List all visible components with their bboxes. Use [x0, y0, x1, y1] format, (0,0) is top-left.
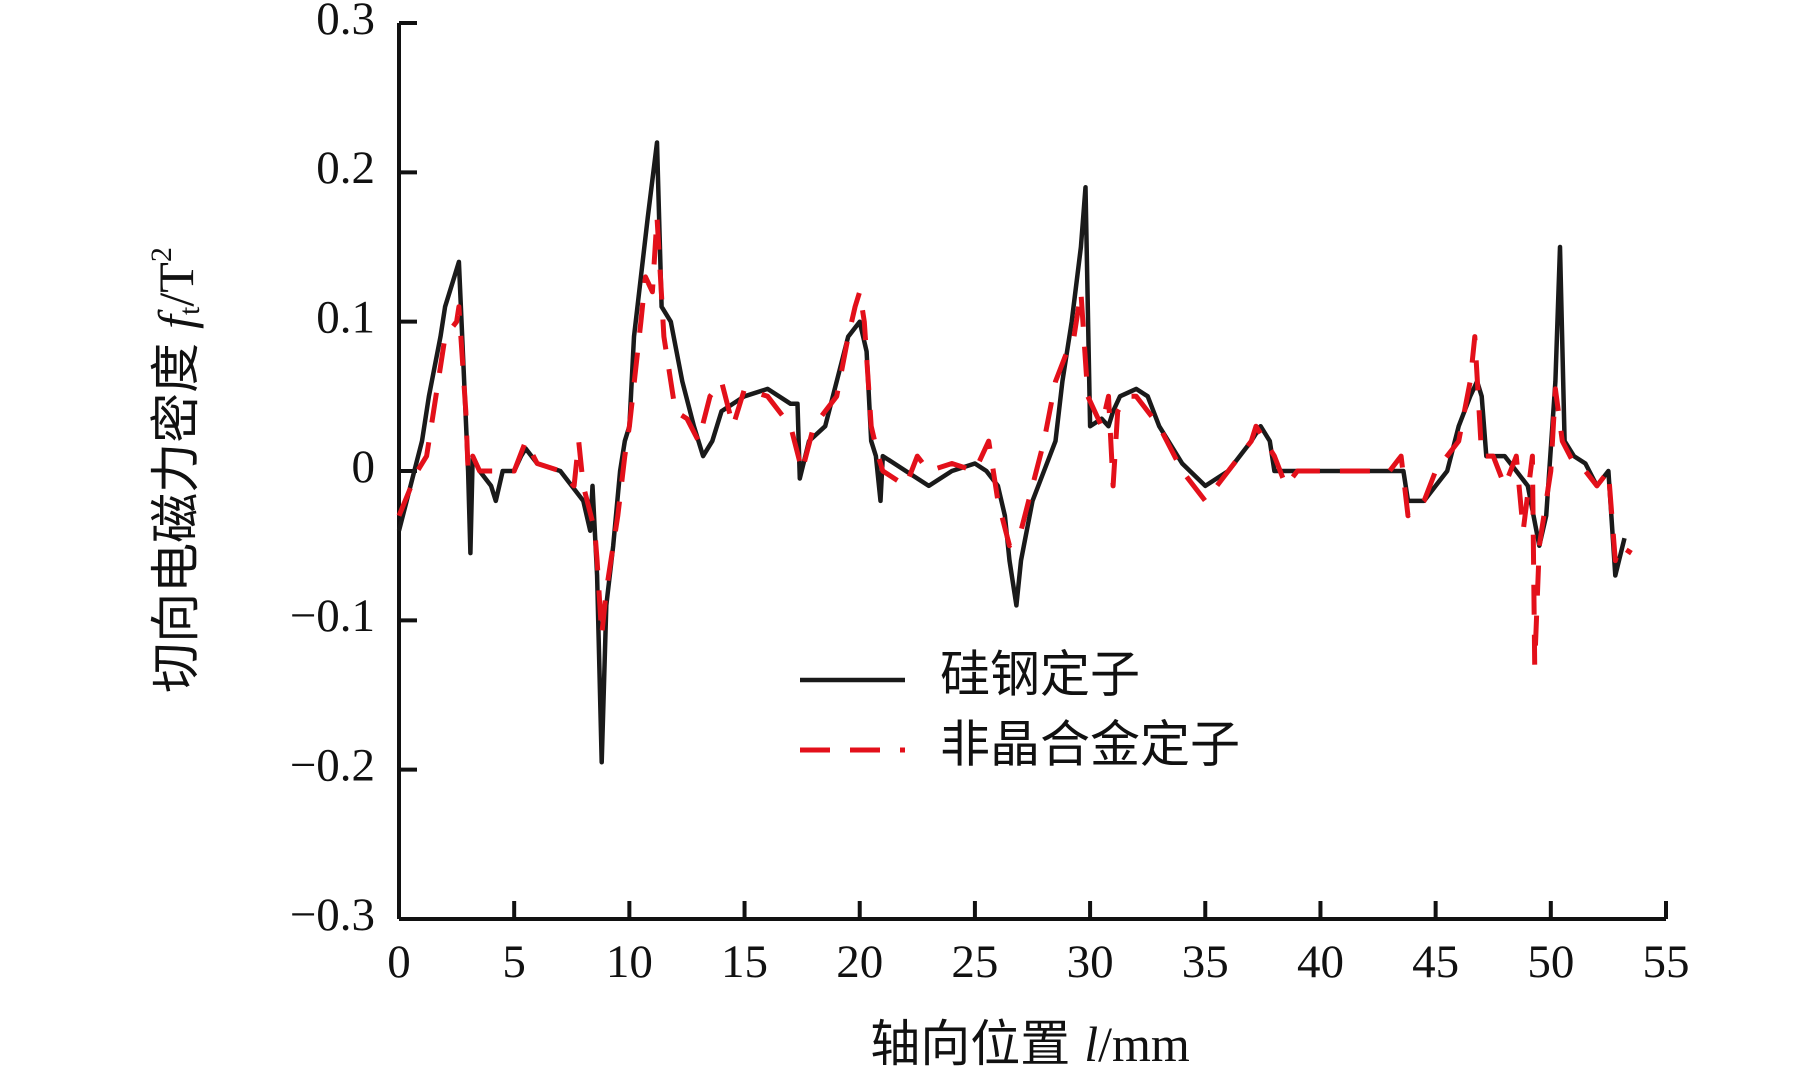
x-tick-label: 5 [502, 936, 526, 988]
y-tick-label: 0.2 [316, 142, 375, 194]
legend-label: 非晶合金定子 [940, 716, 1240, 772]
x-tick-label: 0 [387, 936, 411, 988]
y-label-subscript: t [173, 306, 206, 315]
x-tick-label: 35 [1182, 936, 1229, 988]
y-tick-label: −0.2 [290, 739, 375, 791]
x-tick-label: 30 [1067, 936, 1114, 988]
y-tick-label: 0.1 [316, 291, 375, 343]
x-tick-label: 20 [836, 936, 883, 988]
x-label-symbol: l [1084, 1016, 1098, 1072]
y-tick-label: −0.1 [290, 590, 375, 642]
y-tick-label: 0.3 [316, 0, 375, 45]
x-tick-label: 40 [1297, 936, 1344, 988]
y-label-unit: /T [148, 262, 204, 306]
x-tick-label: 55 [1643, 936, 1690, 988]
y-axis-label: 切向电磁力密度ft/T2 [145, 247, 206, 693]
y-label-text: 切向电磁力密度 [148, 343, 204, 693]
x-label-text: 轴向位置 [870, 1016, 1070, 1072]
legend-label: 硅钢定子 [940, 646, 1140, 702]
series-line [396, 140, 1627, 765]
y-tick-label: 0 [352, 441, 376, 493]
x-label-unit: /mm [1098, 1016, 1190, 1072]
x-axis-label: 轴向位置 l/mm [870, 1016, 1190, 1072]
series-line [396, 214, 1633, 668]
y-label-superscript: 2 [145, 247, 178, 262]
y-tick-label: −0.3 [290, 889, 375, 941]
x-tick-label: 50 [1527, 936, 1574, 988]
x-tick-label: 10 [606, 936, 653, 988]
x-tick-label: 25 [951, 936, 998, 988]
x-tick-label: 45 [1412, 936, 1459, 988]
x-tick-label: 15 [721, 936, 768, 988]
